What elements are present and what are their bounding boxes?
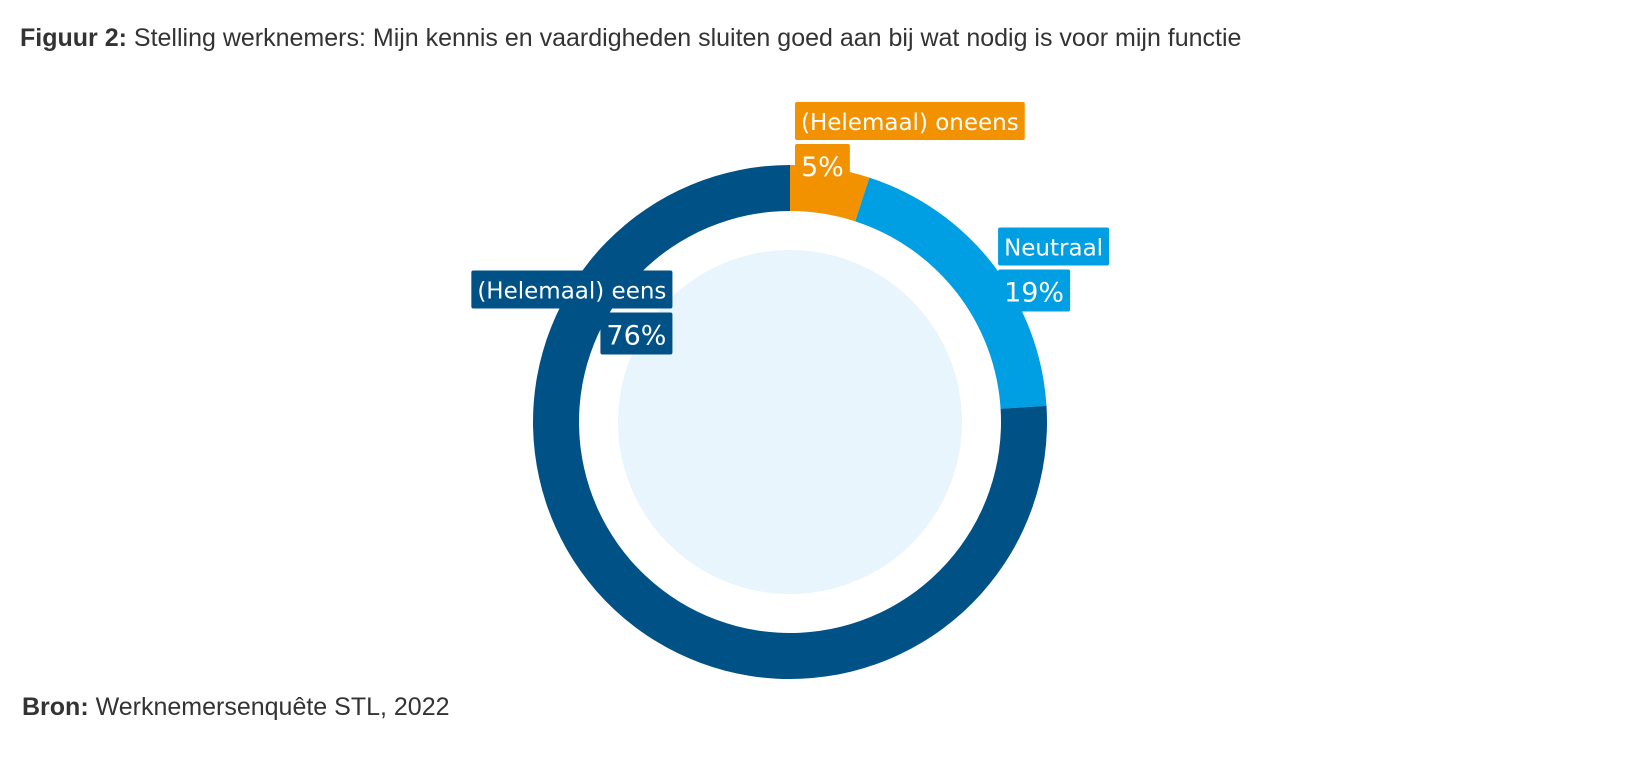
slice-label-value-1: 19% [1004, 277, 1064, 308]
source-note: Bron: Werknemersenquête STL, 2022 [22, 693, 450, 722]
figure-title: Figuur 2: Stelling werknemers: Mijn kenn… [20, 24, 1241, 53]
slice-label-value-2: 76% [606, 321, 666, 352]
slice-label-name-box-0 [795, 102, 1025, 140]
slice-label-name-box-2 [471, 270, 673, 309]
slice-label-name-1: Neutraal [1004, 235, 1103, 261]
slice-label-value-box-0 [795, 144, 850, 186]
figure-title-prefix: Figuur 2: [20, 24, 127, 52]
slice-label-name-box-1 [998, 227, 1110, 266]
source-text: Werknemersenquête STL, 2022 [95, 693, 450, 721]
donut-center [618, 250, 962, 594]
slice-label-name-2: (Helemaal) eens [477, 279, 666, 305]
donut-slice-1 [855, 177, 1047, 409]
slice-label-value-0: 5% [801, 152, 844, 183]
donut-labels: (Helemaal) oneens 5% Neutraal 19% (Helemaal)… [471, 102, 1110, 355]
slice-label-value-box-1 [998, 269, 1071, 312]
slice-label-name-0: (Helemaal) oneens [801, 110, 1019, 136]
source-prefix: Bron: [22, 693, 89, 721]
slice-label-value-box-2 [600, 312, 673, 355]
figure-title-text: Stelling werknemers: Mijn kennis en vaar… [133, 24, 1242, 52]
